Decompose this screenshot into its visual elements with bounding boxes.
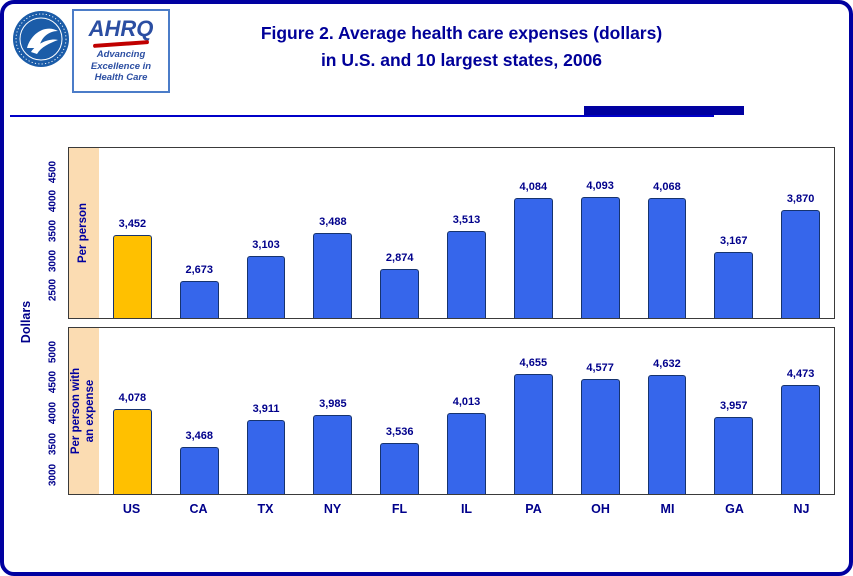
chart: Per person 3,452 2,673 3,103 3,488 2,874 3,51… xyxy=(40,147,835,529)
figure-title-line-1: Figure 2. Average health care expenses (… xyxy=(260,23,663,43)
y-tick-4500: 4500 xyxy=(47,160,59,183)
y-tick-4000: 4000 xyxy=(47,190,59,213)
ahrq-tagline-line-2: Excellence in xyxy=(90,60,152,72)
y-tick-2500: 2500 xyxy=(47,279,59,302)
panel-per-person: Per person 3,452 2,673 3,103 3,488 2,874 3,51… xyxy=(40,147,835,319)
bar-US xyxy=(113,234,152,318)
x-label-CA: CA xyxy=(189,502,208,516)
bar-IL xyxy=(447,413,486,494)
plot-area: 4,078 3,468 3,911 3,985 3,536 4,013 4,655 4,577… xyxy=(99,328,834,494)
bar-value-TX: 3,911 xyxy=(252,402,280,415)
header-divider-accent xyxy=(584,106,744,115)
x-label-GA: GA xyxy=(725,502,744,516)
ahrq-tagline: Advancing Excellence in Health Care xyxy=(91,49,151,83)
bar-value-IL: 4,013 xyxy=(452,396,481,409)
panel-strip: Per person xyxy=(69,148,99,318)
y-tick-4000: 4000 xyxy=(47,401,59,425)
plot-area: 3,452 2,673 3,103 3,488 2,874 3,513 4,084 4,093… xyxy=(99,148,834,318)
bar-GA xyxy=(714,251,754,318)
x-label-OH: OH xyxy=(591,502,610,516)
y-tick-5000: 5000 xyxy=(47,340,59,363)
bar-value-TX: 3,103 xyxy=(252,238,280,251)
figure-title: Figure 2. Average health care expenses (… xyxy=(114,20,809,74)
ahrq-tagline-line-3: Health Care xyxy=(94,72,148,84)
x-axis-labels: US CA TX NY FL IL PA OH MI GA NJ xyxy=(98,499,835,521)
y-tick-3500: 3500 xyxy=(47,432,59,455)
bar-TX xyxy=(246,255,286,318)
y-axis-title: Dollars xyxy=(19,300,33,344)
bar-value-NJ: 3,870 xyxy=(786,193,815,206)
x-label-NY: NY xyxy=(323,502,342,516)
bar-FL xyxy=(380,442,420,494)
bar-GA xyxy=(714,416,754,494)
bar-OH xyxy=(580,378,620,494)
x-label-IL: IL xyxy=(460,502,473,516)
header-divider-line xyxy=(10,115,714,117)
bar-value-MI: 4,632 xyxy=(653,358,681,371)
bar-value-PA: 4,084 xyxy=(519,180,548,193)
bar-value-NY: 3,985 xyxy=(319,398,347,410)
bar-MI xyxy=(647,198,687,318)
bar-value-FL: 3,536 xyxy=(385,425,414,438)
x-label-FL: FL xyxy=(391,502,408,516)
bar-NY xyxy=(313,232,353,318)
bar-FL xyxy=(380,269,420,318)
bar-value-GA: 3,167 xyxy=(720,234,748,247)
x-label-US: US xyxy=(122,502,141,516)
bar-NJ xyxy=(781,210,820,318)
panel-box-per-person-with-expense: Per person with an expense 4,078 3,468 3,9… xyxy=(68,327,835,495)
bar-US xyxy=(113,409,152,494)
bar-PA xyxy=(513,373,553,494)
panel-strip-label: Per person xyxy=(77,202,90,264)
bar-NY xyxy=(313,415,353,494)
bar-PA xyxy=(513,197,553,318)
panel-per-person-with-expense: Per person with an expense 4,078 3,468 3,9… xyxy=(40,327,835,495)
bar-IL xyxy=(447,231,486,318)
bar-value-US: 3,452 xyxy=(118,217,147,230)
bar-value-PA: 4,655 xyxy=(519,356,548,369)
bar-value-US: 4,078 xyxy=(118,392,147,405)
bar-value-NY: 3,488 xyxy=(319,215,347,228)
bar-OH xyxy=(580,197,620,318)
bar-value-CA: 3,468 xyxy=(185,429,213,442)
bar-value-FL: 2,874 xyxy=(385,252,414,265)
bar-value-OH: 4,577 xyxy=(586,361,614,374)
x-label-NJ: NJ xyxy=(793,502,810,516)
y-tick-3500: 3500 xyxy=(47,219,59,243)
panel-strip: Per person with an expense xyxy=(69,328,99,494)
bar-value-CA: 2,673 xyxy=(185,264,213,277)
bar-NJ xyxy=(781,385,820,494)
panel-strip-label: Per person with an expense xyxy=(70,367,96,455)
bar-value-MI: 4,068 xyxy=(653,181,681,194)
y-tick-3000: 3000 xyxy=(47,463,59,486)
hhs-logo-icon xyxy=(13,11,69,67)
y-tick-3000: 3000 xyxy=(47,249,59,272)
panel-box-per-person: Per person 3,452 2,673 3,103 3,488 2,874 3,51… xyxy=(68,147,835,319)
bar-value-OH: 4,093 xyxy=(586,180,614,192)
x-label-PA: PA xyxy=(525,502,542,516)
bar-CA xyxy=(179,446,219,494)
bar-value-GA: 3,957 xyxy=(720,399,748,412)
ahrq-tagline-line-1: Advancing xyxy=(96,49,146,61)
bar-value-NJ: 4,473 xyxy=(786,368,815,380)
ahrq-logo: AHRQ Advancing Excellence in Health Care xyxy=(72,9,170,93)
bar-TX xyxy=(246,419,286,494)
bar-CA xyxy=(179,281,219,318)
x-label-MI: MI xyxy=(660,502,675,516)
x-label-TX: TX xyxy=(257,502,274,516)
ahrq-logo-text: AHRQ xyxy=(88,16,154,42)
y-tick-4500: 4500 xyxy=(47,371,59,394)
figure-title-line-2: in U.S. and 10 largest states, 2006 xyxy=(320,50,603,71)
bar-value-IL: 3,513 xyxy=(452,214,481,227)
bar-MI xyxy=(647,375,687,494)
